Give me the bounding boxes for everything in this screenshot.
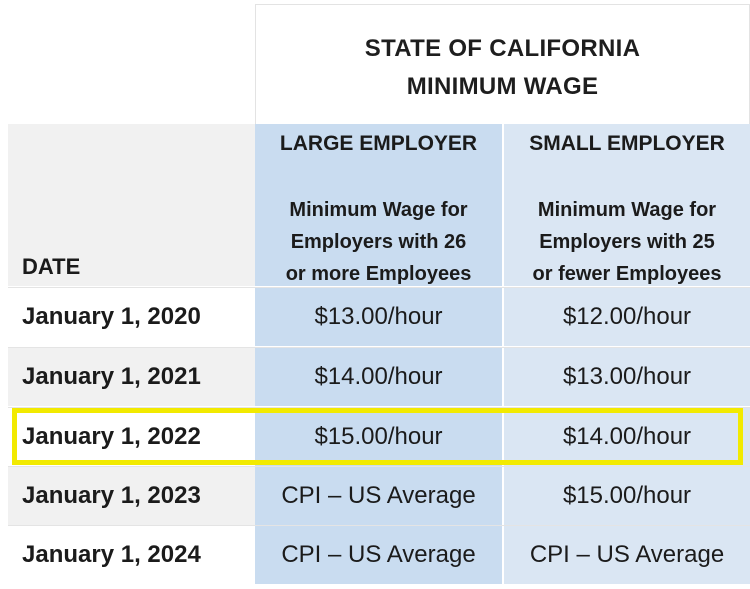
header-large-name: LARGE EMPLOYER xyxy=(279,132,478,155)
title-line-minimum-wage: MINIMUM WAGE xyxy=(406,73,599,100)
header-date-label: DATE xyxy=(22,254,81,279)
header-small-description: Minimum Wage for Employers with 25 or fe… xyxy=(504,194,750,290)
row-small-wage: CPI – US Average xyxy=(502,526,750,584)
header-large-sub-2: Employers with 26 xyxy=(290,231,467,253)
header-large-employer: LARGE EMPLOYER Minimum Wage for Employer… xyxy=(255,124,502,286)
header-small-sub-2: Employers with 25 xyxy=(539,231,715,253)
row-small-wage: $12.00/hour xyxy=(502,288,750,346)
row-small-wage: $14.00/hour xyxy=(502,408,750,466)
table-title: STATE OF CALIFORNIA MINIMUM WAGE xyxy=(255,4,750,124)
row-large-wage: CPI – US Average xyxy=(255,467,502,525)
row-date: January 1, 2022 xyxy=(8,408,255,466)
row-date: January 1, 2024 xyxy=(8,526,255,584)
header-date: DATE xyxy=(8,124,255,286)
header-large-sub-1: Minimum Wage for xyxy=(289,199,468,221)
header-large-description: Minimum Wage for Employers with 26 or mo… xyxy=(255,194,502,290)
header-small-employer: SMALL EMPLOYER Minimum Wage for Employer… xyxy=(502,124,750,286)
table-row: January 1, 2024 CPI – US Average CPI – U… xyxy=(8,525,750,584)
row-large-wage: $14.00/hour xyxy=(255,348,502,406)
row-large-wage: $13.00/hour xyxy=(255,288,502,346)
row-large-wage: $15.00/hour xyxy=(255,408,502,466)
header-small-sub-1: Minimum Wage for xyxy=(537,199,717,221)
table-row: January 1, 2021 $14.00/hour $13.00/hour xyxy=(8,347,750,406)
table-row: January 1, 2023 CPI – US Average $15.00/… xyxy=(8,466,750,525)
row-large-wage: CPI – US Average xyxy=(255,526,502,584)
title-line-state: STATE OF CALIFORNIA xyxy=(364,35,641,62)
row-small-wage: $15.00/hour xyxy=(502,467,750,525)
header-large-sub-3: or more Employees xyxy=(285,263,472,285)
row-date: January 1, 2020 xyxy=(8,288,255,346)
header-small-name: SMALL EMPLOYER xyxy=(529,132,725,155)
header-small-sub-3: or fewer Employees xyxy=(532,263,722,285)
row-date: January 1, 2021 xyxy=(8,348,255,406)
table-row: January 1, 2020 $13.00/hour $12.00/hour xyxy=(8,287,750,346)
row-date: January 1, 2023 xyxy=(8,467,255,525)
table-row: January 1, 2022 $15.00/hour $14.00/hour xyxy=(8,407,750,466)
row-small-wage: $13.00/hour xyxy=(502,348,750,406)
